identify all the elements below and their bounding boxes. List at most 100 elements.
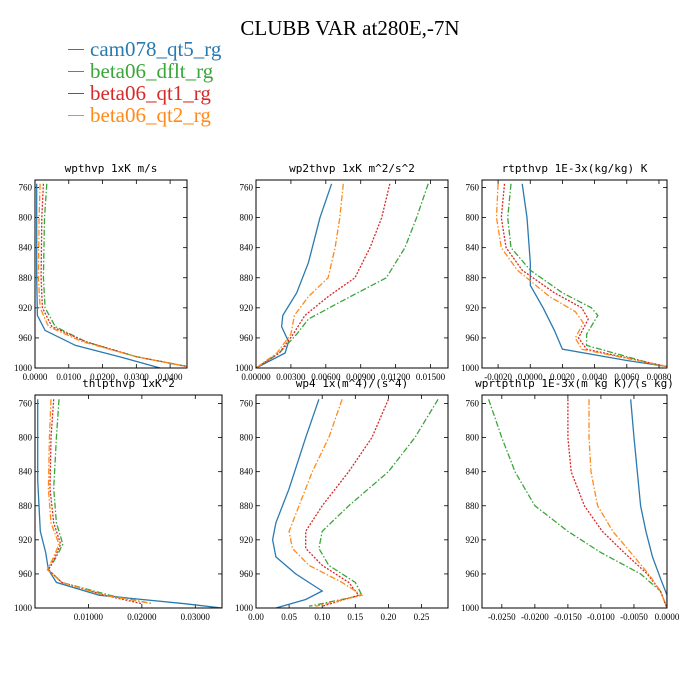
series-line xyxy=(40,183,187,368)
x-tick-label: 0.20 xyxy=(381,612,397,622)
y-tick-label: 880 xyxy=(466,501,480,511)
y-tick-label: 1000 xyxy=(235,363,254,373)
x-tick-label: 0.03000 xyxy=(181,612,211,622)
series-line xyxy=(305,399,389,607)
legend-line-swatch xyxy=(68,49,84,50)
x-tick-label: 0.01500 xyxy=(416,372,446,382)
x-tick-label: 0.00900 xyxy=(346,372,376,382)
subplot-title: wp2thvp 1xK m^2/s^2 xyxy=(289,162,415,175)
series-line xyxy=(37,183,187,368)
y-tick-label: 960 xyxy=(19,569,33,579)
legend-label: beta06_qt1_rg xyxy=(90,81,211,105)
y-tick-label: 920 xyxy=(19,535,33,545)
series-line xyxy=(630,399,667,608)
x-tick-label: 0.0200 xyxy=(90,372,115,382)
x-tick-label: -0.0020 xyxy=(484,372,512,382)
subplot: wp2thvp 1xK m^2/s^2 760 800 840 880 920 960 100… xyxy=(235,162,449,382)
x-tick-label: 0.0100 xyxy=(56,372,81,382)
x-tick-label: 0.0000 xyxy=(655,612,680,622)
y-tick-label: 760 xyxy=(466,183,480,193)
y-tick-label: 960 xyxy=(19,333,33,343)
series-line xyxy=(567,399,667,608)
y-tick-label: 840 xyxy=(240,467,254,477)
x-tick-label: 0.0040 xyxy=(582,372,607,382)
legend-label: cam078_qt5_rg xyxy=(90,37,222,61)
y-tick-label: 840 xyxy=(466,243,480,253)
y-tick-label: 880 xyxy=(19,501,33,511)
series-line xyxy=(495,183,667,368)
series-line xyxy=(588,399,667,608)
series-line xyxy=(507,183,663,368)
x-tick-label: 0.0080 xyxy=(647,372,672,382)
x-tick-label: 0.01000 xyxy=(74,612,104,622)
legend-label: beta06_dflt_rg xyxy=(90,59,214,83)
x-tick-label: -0.0150 xyxy=(554,612,582,622)
subplot-title: wp4 1x(m^4)/(s^4) xyxy=(296,377,409,390)
x-tick-label: 0.0400 xyxy=(158,372,183,382)
y-tick-label: 920 xyxy=(466,303,480,313)
plot-frame xyxy=(481,394,668,609)
x-tick-label: 0.25 xyxy=(414,612,430,622)
x-tick-label: -0.0200 xyxy=(521,612,549,622)
y-tick-label: 800 xyxy=(466,213,480,223)
y-tick-label: 800 xyxy=(466,433,480,443)
y-tick-label: 800 xyxy=(240,213,254,223)
y-tick-label: 800 xyxy=(19,433,33,443)
series-line xyxy=(256,183,429,368)
chart-title: CLUBB VAR at280E,-7N xyxy=(240,16,460,40)
y-tick-label: 1000 xyxy=(461,603,480,613)
y-tick-label: 760 xyxy=(240,399,254,409)
y-tick-label: 840 xyxy=(240,243,254,253)
y-tick-label: 880 xyxy=(240,273,254,283)
y-tick-label: 1000 xyxy=(235,603,254,613)
subplot-title: wpthvp 1xK m/s xyxy=(65,162,158,175)
y-tick-label: 960 xyxy=(240,333,254,343)
x-tick-label: 0.05 xyxy=(281,612,297,622)
y-tick-label: 880 xyxy=(466,273,480,283)
plot-frame xyxy=(255,179,449,369)
x-tick-label: 0.15 xyxy=(347,612,363,622)
y-tick-label: 880 xyxy=(240,501,254,511)
subplot: thlpthvp 1xK^2 760 800 840 880 920 960 1000 0.01… xyxy=(14,377,223,622)
y-tick-label: 760 xyxy=(466,399,480,409)
subplot-title: rtpthvp 1E-3x(kg/kg) K xyxy=(502,162,648,175)
subplot-title: wprtpthlp 1E-3x(m kg K)/(s kg) xyxy=(475,377,674,390)
x-tick-label: -0.0100 xyxy=(587,612,615,622)
y-tick-label: 760 xyxy=(19,399,33,409)
series-line xyxy=(256,183,344,368)
series-line xyxy=(521,183,667,368)
subplot-title: thlpthvp 1xK^2 xyxy=(82,377,175,390)
y-tick-label: 960 xyxy=(240,569,254,579)
x-tick-label: -0.0250 xyxy=(488,612,516,622)
plot-frame xyxy=(481,179,668,369)
series-line xyxy=(256,183,333,368)
legend-line-swatch xyxy=(68,115,84,116)
subplot: wprtpthlp 1E-3x(m kg K)/(s kg) 760 800 840 8… xyxy=(461,377,680,622)
y-tick-label: 800 xyxy=(19,213,33,223)
legend-line-swatch xyxy=(68,71,84,72)
y-tick-label: 960 xyxy=(466,333,480,343)
series-line xyxy=(36,183,161,368)
series-line xyxy=(47,399,153,605)
x-tick-label: 0.0300 xyxy=(124,372,149,382)
series-line xyxy=(288,399,364,607)
x-tick-label: 0.02000 xyxy=(127,612,157,622)
plot-frame xyxy=(255,394,449,609)
series-line xyxy=(256,183,391,368)
y-tick-label: 920 xyxy=(240,535,254,545)
x-tick-label: 0.10 xyxy=(314,612,330,622)
x-tick-label: 0.01200 xyxy=(381,372,411,382)
series-line xyxy=(308,398,439,607)
x-tick-label: 0.00000 xyxy=(241,372,271,382)
y-tick-label: 1000 xyxy=(14,363,33,373)
y-tick-label: 760 xyxy=(19,183,33,193)
y-tick-label: 920 xyxy=(19,303,33,313)
series-line xyxy=(42,183,187,368)
x-tick-label: 0.00 xyxy=(248,612,264,622)
plot-frame xyxy=(34,394,223,609)
legend-line-swatch xyxy=(68,93,84,94)
y-tick-label: 760 xyxy=(240,183,254,193)
y-tick-label: 1000 xyxy=(14,603,33,613)
x-tick-label: 0.0060 xyxy=(614,372,639,382)
